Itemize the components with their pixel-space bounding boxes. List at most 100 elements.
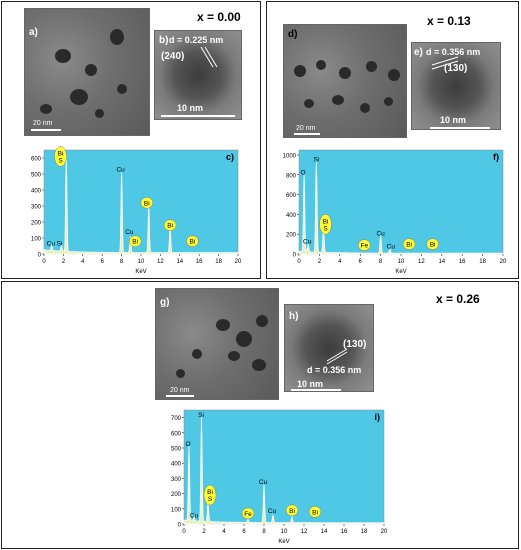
scale-bar bbox=[166, 395, 194, 397]
y-tick-label: 0 bbox=[38, 253, 42, 259]
element-label: Cu bbox=[47, 240, 56, 247]
element-label: Bi bbox=[167, 223, 173, 230]
eds-spectrum-i: 0 100 200 300 400 500 600 700 0 2 4 6 8 10 12 14 16 18 20 K… bbox=[171, 409, 388, 545]
element-label: Fe bbox=[360, 243, 368, 250]
tem-image-a: a) 20 nm bbox=[24, 8, 150, 136]
d-spacing-label: d = 0.356 nm bbox=[426, 47, 481, 57]
x-value-label: x = 0.00 bbox=[197, 10, 241, 24]
y-tick-label: 100 bbox=[31, 237, 42, 243]
element-label: Si bbox=[57, 240, 63, 247]
lattice-fringe-lines bbox=[200, 46, 218, 68]
x-tick-label: 8 bbox=[120, 259, 124, 265]
miller-index-label: (240) bbox=[161, 51, 185, 62]
tem-image-label: a) bbox=[29, 27, 38, 38]
y-tick-label: 600 bbox=[286, 193, 297, 199]
miller-index-label: (130) bbox=[444, 63, 468, 74]
element-label: Bi bbox=[430, 242, 436, 249]
x-tick-label: 0 bbox=[182, 529, 186, 535]
tem-image-g: g) 20 nm bbox=[155, 288, 279, 400]
y-tick-label: 1000 bbox=[283, 153, 297, 159]
x-tick-label: 6 bbox=[101, 259, 105, 265]
x-tick-label: 2 bbox=[62, 259, 66, 265]
element-circle bbox=[186, 235, 199, 247]
x-tick-label: 10 bbox=[281, 529, 288, 535]
x-axis-label: KeV bbox=[135, 269, 146, 275]
element-circle bbox=[54, 146, 67, 167]
hrtem-scale-bar bbox=[430, 127, 490, 129]
x-tick-label: 18 bbox=[361, 529, 368, 535]
x-tick-label: 14 bbox=[176, 259, 183, 265]
panel-x-000: x = 0.00 a) 20 nm b) d = 0.225 nm (240) … bbox=[1, 1, 261, 279]
scale-bar-text: 20 nm bbox=[296, 125, 316, 132]
x-tick-label: 0 bbox=[42, 259, 46, 265]
plot-area bbox=[183, 409, 385, 525]
y-tick-label: 0 bbox=[293, 253, 297, 259]
panel-x-013: x = 0.13 d) 20 nm e) d = 0.356 nm (130) … bbox=[266, 1, 519, 279]
element-label: Cu bbox=[259, 479, 268, 486]
x-tick-label: 12 bbox=[418, 259, 425, 265]
element-label: Bi bbox=[289, 508, 295, 515]
x-tick-label: 2 bbox=[202, 529, 206, 535]
hrtem-scale-text: 10 nm bbox=[440, 115, 467, 125]
eds-spectrum-c: 0 100 200 300 400 500 600 0 2 4 6 8 10 12 14 16 18 20 KeV c… bbox=[31, 146, 242, 275]
x-tick-label: 6 bbox=[242, 529, 246, 535]
x-tick-label: 8 bbox=[262, 529, 266, 535]
element-label: Bi bbox=[406, 242, 412, 249]
element-label: Cu bbox=[116, 167, 125, 174]
y-tick-label: 600 bbox=[171, 431, 182, 437]
hrtem-image-b: b) d = 0.225 nm (240) 10 nm bbox=[154, 30, 242, 120]
y-tick-label: 400 bbox=[171, 462, 182, 468]
hrtem-image-label: h) bbox=[289, 311, 299, 322]
x-tick-label: 18 bbox=[215, 259, 222, 265]
x-tick-label: 16 bbox=[341, 529, 348, 535]
spectrum-line bbox=[298, 161, 504, 255]
hrtem-image-e: e) d = 0.356 nm (130) 10 nm bbox=[411, 42, 501, 130]
x-tick-label: 20 bbox=[381, 529, 388, 535]
x-tick-label: 4 bbox=[338, 259, 342, 265]
scale-bar-text: 20 nm bbox=[170, 387, 190, 394]
element-circle bbox=[163, 219, 177, 231]
x-tick-label: 6 bbox=[359, 259, 363, 265]
element-label: S bbox=[58, 157, 63, 164]
x-value-label: x = 0.26 bbox=[436, 292, 480, 306]
eds-panel-label: c) bbox=[226, 152, 234, 162]
y-tick-label: 200 bbox=[286, 233, 297, 239]
element-label: O bbox=[185, 441, 190, 448]
element-circle bbox=[140, 197, 154, 209]
y-tick-label: 500 bbox=[31, 173, 42, 179]
x-axis-label: KeV bbox=[278, 539, 289, 545]
y-tick-label: 300 bbox=[31, 205, 42, 211]
x-tick-label: 20 bbox=[500, 259, 507, 265]
x-tick-label: 16 bbox=[196, 259, 203, 265]
tem-image-label: g) bbox=[160, 297, 170, 308]
x-tick-label: 12 bbox=[301, 529, 308, 535]
y-tick-label: 600 bbox=[31, 157, 42, 163]
element-label: Bi bbox=[190, 239, 196, 246]
y-tick-label: 400 bbox=[286, 213, 297, 219]
element-circle bbox=[285, 504, 299, 517]
y-tick-label: 200 bbox=[171, 492, 182, 498]
hrtem-image-h: h) (130) d = 0.356 nm 10 nm bbox=[284, 304, 374, 392]
element-label: Bi bbox=[144, 200, 150, 207]
element-label: S bbox=[323, 225, 328, 232]
element-label: Bi bbox=[207, 489, 213, 496]
element-label: Fe bbox=[244, 511, 252, 518]
element-label: Cu bbox=[387, 244, 396, 251]
element-label: Cu bbox=[190, 512, 199, 519]
hrtem-image-label: b) bbox=[159, 35, 169, 46]
element-circle bbox=[241, 507, 255, 520]
element-label: Cu bbox=[125, 229, 134, 236]
scale-bar bbox=[31, 129, 61, 131]
x-tick-label: 10 bbox=[398, 259, 405, 265]
eds-spectrum-f: 0 200 400 600 800 1000 0 2 4 6 8 10 12 14 16 18 20 KeV f) O… bbox=[283, 149, 507, 275]
y-tick-label: 700 bbox=[171, 416, 182, 422]
y-tick-label: 400 bbox=[31, 189, 42, 195]
element-label: Si bbox=[313, 156, 319, 163]
x-tick-label: 12 bbox=[157, 259, 164, 265]
y-tick-label: 100 bbox=[171, 507, 182, 513]
x-value-label: x = 0.13 bbox=[427, 14, 471, 28]
hrtem-scale-bar bbox=[161, 115, 235, 117]
x-tick-label: 2 bbox=[318, 259, 322, 265]
element-label: O bbox=[301, 169, 306, 176]
element-label: Bi bbox=[58, 150, 64, 157]
